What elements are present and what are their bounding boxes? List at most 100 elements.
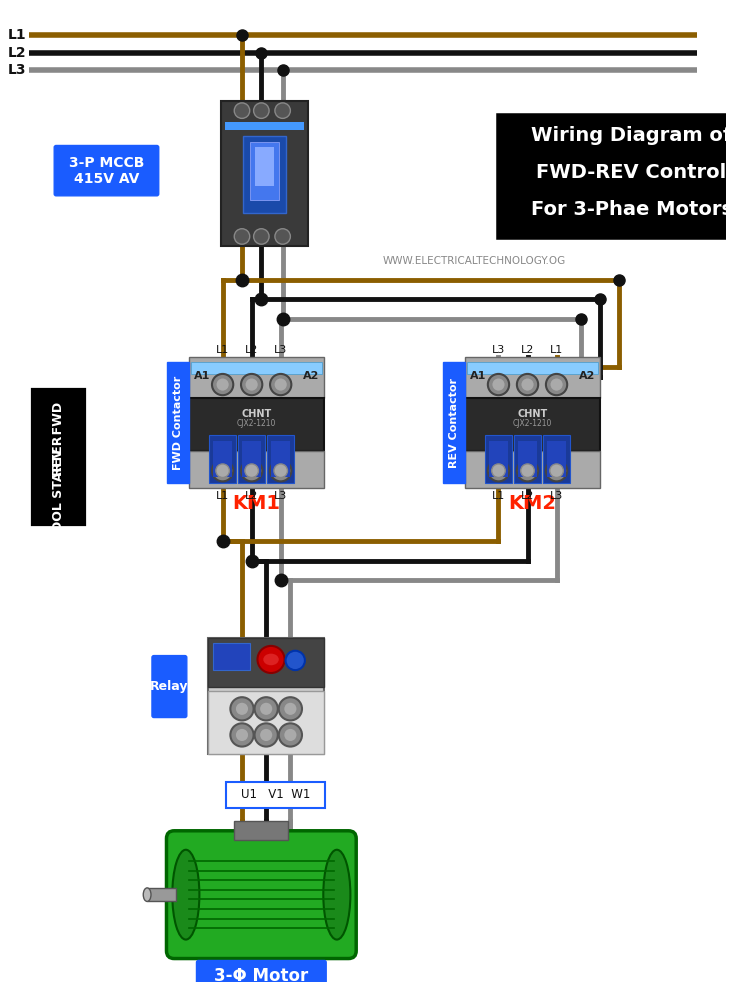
Text: L3: L3 bbox=[492, 345, 505, 355]
Circle shape bbox=[279, 697, 302, 720]
Bar bbox=[224, 122, 304, 130]
FancyBboxPatch shape bbox=[226, 782, 326, 808]
Bar bbox=[189, 357, 324, 398]
Bar bbox=[29, 386, 87, 527]
FancyBboxPatch shape bbox=[152, 656, 187, 718]
Text: KM1: KM1 bbox=[232, 494, 280, 513]
Text: L3: L3 bbox=[8, 63, 27, 77]
Circle shape bbox=[254, 723, 278, 747]
FancyBboxPatch shape bbox=[166, 831, 356, 959]
Circle shape bbox=[245, 378, 259, 391]
Text: A1: A1 bbox=[470, 371, 486, 381]
Text: KM2: KM2 bbox=[509, 494, 556, 513]
Bar bbox=[250, 142, 279, 200]
Ellipse shape bbox=[143, 888, 151, 901]
Bar bbox=[238, 435, 266, 483]
Text: CJX2-1210: CJX2-1210 bbox=[513, 419, 552, 428]
Ellipse shape bbox=[263, 654, 279, 665]
Bar bbox=[167, 362, 189, 483]
Circle shape bbox=[230, 723, 254, 747]
Circle shape bbox=[284, 728, 297, 742]
FancyBboxPatch shape bbox=[54, 145, 159, 196]
Circle shape bbox=[275, 103, 290, 118]
Bar bbox=[443, 362, 464, 483]
Text: CHNT: CHNT bbox=[242, 409, 272, 419]
Circle shape bbox=[274, 378, 287, 391]
Circle shape bbox=[546, 374, 567, 395]
Circle shape bbox=[546, 460, 567, 481]
Bar bbox=[234, 821, 289, 840]
Circle shape bbox=[488, 374, 509, 395]
Bar bbox=[209, 435, 236, 483]
Text: For 3-Phae Motors: For 3-Phae Motors bbox=[530, 200, 733, 219]
Circle shape bbox=[234, 103, 250, 118]
Text: L1: L1 bbox=[216, 491, 229, 501]
Circle shape bbox=[212, 374, 233, 395]
Text: L2: L2 bbox=[245, 345, 258, 355]
Bar bbox=[271, 441, 290, 477]
Bar bbox=[208, 691, 324, 754]
Text: CJX2-1210: CJX2-1210 bbox=[237, 419, 276, 428]
Text: U1   V1  W1: U1 V1 W1 bbox=[242, 788, 310, 801]
Bar bbox=[190, 362, 322, 374]
Text: L2: L2 bbox=[520, 345, 534, 355]
Circle shape bbox=[234, 229, 250, 244]
Circle shape bbox=[488, 460, 509, 481]
Text: A2: A2 bbox=[303, 371, 320, 381]
Bar bbox=[547, 441, 566, 477]
Text: REV Contactor: REV Contactor bbox=[449, 378, 459, 468]
Bar bbox=[518, 441, 537, 477]
Text: L2: L2 bbox=[520, 491, 534, 501]
Text: L1: L1 bbox=[216, 345, 229, 355]
Text: DOL STARTER: DOL STARTER bbox=[52, 436, 64, 531]
Circle shape bbox=[550, 464, 563, 477]
Bar bbox=[208, 638, 324, 687]
Text: A1: A1 bbox=[194, 371, 210, 381]
Bar bbox=[242, 441, 261, 477]
Text: FWD Contactor: FWD Contactor bbox=[173, 376, 183, 470]
Circle shape bbox=[520, 464, 534, 477]
Bar bbox=[243, 136, 286, 213]
Bar bbox=[543, 435, 570, 483]
Bar bbox=[494, 111, 750, 241]
Circle shape bbox=[236, 728, 249, 742]
Text: L2: L2 bbox=[8, 46, 27, 60]
Bar bbox=[254, 147, 274, 186]
Circle shape bbox=[517, 460, 538, 481]
Circle shape bbox=[241, 374, 262, 395]
Bar bbox=[514, 435, 541, 483]
Circle shape bbox=[260, 702, 273, 716]
Circle shape bbox=[275, 229, 290, 244]
Bar bbox=[213, 441, 232, 477]
Bar bbox=[189, 451, 324, 488]
Bar bbox=[147, 888, 176, 901]
Bar bbox=[208, 638, 324, 754]
Circle shape bbox=[517, 374, 538, 395]
Circle shape bbox=[216, 464, 229, 477]
Ellipse shape bbox=[172, 850, 200, 940]
Text: L2: L2 bbox=[245, 491, 258, 501]
Circle shape bbox=[254, 697, 278, 720]
Circle shape bbox=[230, 697, 254, 720]
FancyBboxPatch shape bbox=[196, 960, 326, 991]
Text: WWW.ELECTRICALTECHNOLOGY.OG: WWW.ELECTRICALTECHNOLOGY.OG bbox=[382, 256, 566, 266]
Circle shape bbox=[216, 378, 229, 391]
Text: FWD-REV Control: FWD-REV Control bbox=[536, 163, 727, 182]
Text: L3: L3 bbox=[550, 491, 563, 501]
Text: L3: L3 bbox=[274, 345, 287, 355]
Bar bbox=[189, 398, 324, 451]
Ellipse shape bbox=[323, 850, 350, 940]
Circle shape bbox=[284, 702, 297, 716]
Circle shape bbox=[241, 460, 262, 481]
Circle shape bbox=[212, 460, 233, 481]
Circle shape bbox=[492, 464, 506, 477]
Bar bbox=[489, 441, 508, 477]
Bar bbox=[464, 398, 600, 451]
Bar bbox=[464, 451, 600, 488]
Text: REV - FWD: REV - FWD bbox=[52, 402, 64, 476]
Circle shape bbox=[274, 464, 287, 477]
Text: L1: L1 bbox=[8, 28, 27, 42]
Circle shape bbox=[550, 378, 563, 391]
Circle shape bbox=[260, 728, 273, 742]
Circle shape bbox=[492, 378, 506, 391]
